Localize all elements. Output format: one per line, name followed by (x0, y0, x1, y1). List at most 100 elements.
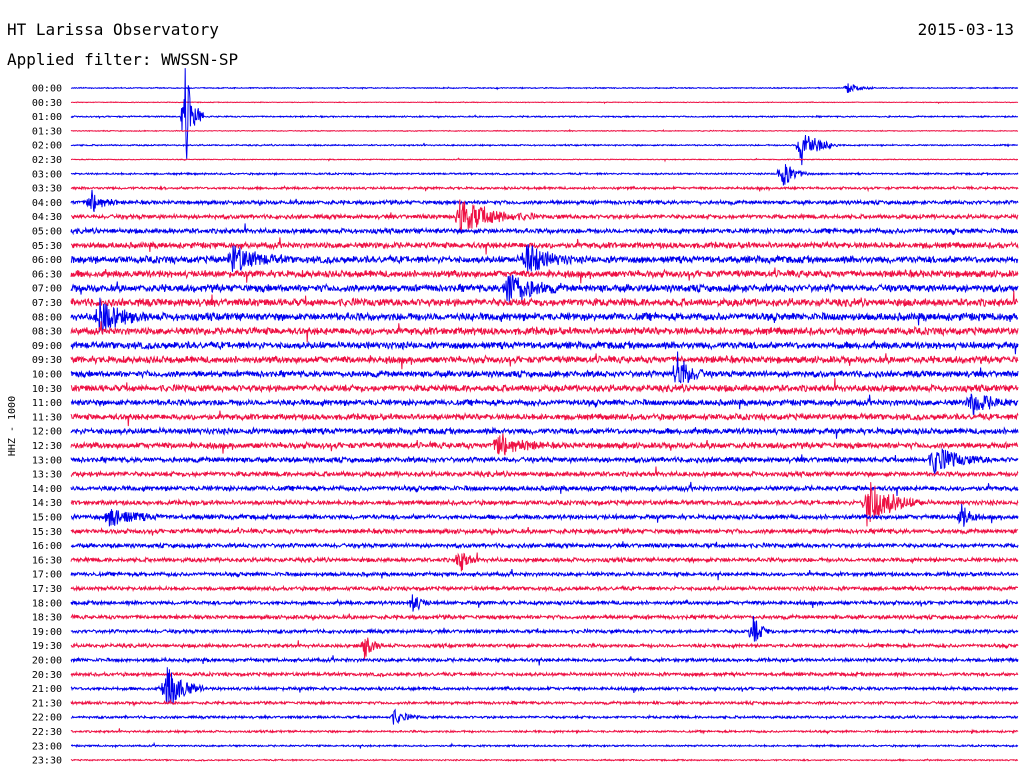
record-date: 2015-03-13 (917, 20, 1014, 39)
time-tick-label: 16:00 (32, 541, 62, 552)
time-tick-label: 11:00 (32, 398, 62, 409)
time-tick-label: 08:30 (32, 327, 62, 338)
seismic-trace (70, 223, 1018, 236)
seismic-trace (70, 728, 1019, 735)
seismic-trace (70, 655, 1019, 666)
time-tick-label: 10:30 (32, 384, 62, 395)
seismic-trace (70, 448, 1019, 475)
seismic-trace (70, 584, 1018, 593)
seismic-trace (70, 670, 1019, 679)
seismic-trace (70, 157, 1018, 163)
seismic-trace (70, 128, 1019, 133)
seismic-trace (70, 758, 1019, 763)
time-tick-label: 15:00 (32, 513, 62, 524)
time-tick-label: 12:00 (32, 427, 62, 438)
time-tick-label: 06:00 (32, 255, 62, 266)
time-tick-label: 15:30 (32, 527, 62, 538)
seismic-trace (70, 481, 1019, 497)
seismic-trace (70, 393, 1019, 415)
seismic-trace (70, 164, 1019, 186)
time-tick-label: 22:00 (32, 713, 62, 724)
time-tick-label: 11:30 (32, 412, 62, 423)
time-tick-label: 14:30 (32, 498, 62, 509)
seismic-trace (71, 741, 1019, 749)
seismic-trace (70, 541, 1019, 550)
time-tick-label: 03:00 (32, 169, 62, 180)
time-tick-label: 21:30 (32, 698, 62, 709)
time-tick-label: 16:30 (32, 555, 62, 566)
time-tick-label: 22:30 (32, 727, 62, 738)
seismic-trace (70, 351, 1019, 384)
seismic-trace (70, 290, 1019, 308)
seismic-trace (70, 433, 1019, 456)
seismic-trace (70, 267, 1019, 284)
seismic-trace (70, 378, 1019, 394)
seismic-trace (70, 189, 1019, 212)
time-tick-label: 17:30 (32, 584, 62, 595)
seismic-trace (70, 482, 1019, 527)
seismic-trace (70, 667, 1019, 705)
seismic-trace (70, 613, 1019, 622)
seismic-trace (70, 353, 1019, 370)
time-tick-label: 02:00 (32, 141, 62, 152)
time-tick-label: 03:30 (32, 184, 62, 195)
time-tick-label: 09:00 (32, 341, 62, 352)
seismic-trace (70, 552, 1019, 572)
time-tick-label: 21:00 (32, 684, 62, 695)
seismic-trace (71, 199, 1019, 233)
time-tick-label: 01:30 (32, 126, 62, 137)
seismic-trace (70, 244, 1019, 272)
time-tick-label: 19:30 (32, 641, 62, 652)
seismic-trace (70, 274, 1019, 304)
seismic-trace (70, 134, 1018, 166)
time-tick-label: 20:00 (32, 656, 62, 667)
seismic-trace (70, 340, 1019, 355)
seismic-trace (70, 526, 1019, 536)
time-tick-label: 20:30 (32, 670, 62, 681)
time-tick-label: 01:00 (32, 112, 62, 123)
applied-filter: Applied filter: WWSSN-SP (7, 50, 239, 69)
time-tick-label: 06:30 (32, 269, 62, 280)
seismic-trace (70, 594, 1019, 612)
seismic-trace (70, 101, 1019, 105)
trace-group (70, 68, 1019, 763)
seismic-trace (70, 708, 1019, 725)
seismic-trace (70, 297, 1019, 334)
seismic-trace (70, 68, 1018, 159)
time-tick-label: 09:30 (32, 355, 62, 366)
time-tick-label: 13:00 (32, 455, 62, 466)
time-tick-label: 05:30 (32, 241, 62, 252)
time-tick-label: 04:00 (32, 198, 62, 209)
time-tick-label: 17:00 (32, 570, 62, 581)
observatory-title: HT Larissa Observatory (7, 20, 219, 39)
seismic-trace (70, 184, 1019, 193)
time-tick-label: 19:00 (32, 627, 62, 638)
time-tick-label: 04:30 (32, 212, 62, 223)
seismic-trace (70, 426, 1019, 439)
time-tick-label: 00:00 (32, 84, 62, 95)
time-tick-label: 13:30 (32, 470, 62, 481)
time-tick-label: 05:00 (32, 227, 62, 238)
time-tick-labels: 00:00 00:30 01:00 01:30 02:00 02:30 03:00 03:30… (32, 84, 62, 767)
channel-label: HHZ - 1000 (7, 396, 18, 456)
seismic-trace (70, 410, 1019, 427)
time-tick-label: 10:00 (32, 370, 62, 381)
seismic-trace (70, 698, 1019, 708)
time-tick-label: 23:00 (32, 741, 62, 752)
seismic-trace (70, 637, 1019, 661)
seismic-trace (70, 569, 1019, 581)
time-tick-label: 00:30 (32, 98, 62, 109)
seismic-trace (70, 615, 1019, 642)
time-tick-label: 23:30 (32, 756, 62, 767)
time-tick-label: 08:00 (32, 312, 62, 323)
time-tick-label: 18:00 (32, 598, 62, 609)
time-tick-label: 07:30 (32, 298, 62, 309)
seismic-trace (70, 83, 1019, 93)
time-tick-label: 14:00 (32, 484, 62, 495)
time-tick-label: 18:30 (32, 613, 62, 624)
seismic-trace (70, 321, 1019, 343)
time-tick-label: 07:00 (32, 284, 62, 295)
time-tick-label: 12:30 (32, 441, 62, 452)
seismic-trace (70, 466, 1019, 479)
